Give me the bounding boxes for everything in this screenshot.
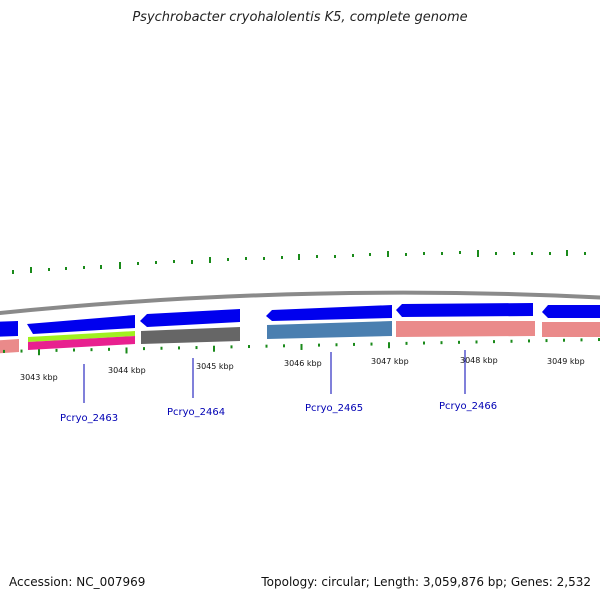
ruler-tick-label: 3049 kbp [547, 357, 585, 366]
gene-label[interactable]: Pcryo_2464 [167, 407, 225, 418]
topology-text: Topology: circular; Length: 3,059,876 bp… [261, 575, 591, 589]
feature-pink-right[interactable] [542, 322, 600, 337]
reverse-feature-track [0, 321, 600, 354]
gc-skew-track [12, 250, 586, 274]
ruler-tick-label: 3047 kbp [371, 357, 409, 366]
ruler-tick-label: 3046 kbp [284, 359, 322, 368]
gene-label[interactable]: Pcryo_2463 [60, 413, 118, 424]
feature-magenta[interactable] [28, 336, 135, 350]
cds-arrow-left[interactable] [27, 315, 135, 334]
map-title: Psychrobacter cryohalolentis K5, complet… [132, 10, 468, 25]
gene-label[interactable]: Pcryo_2465 [305, 403, 363, 414]
cds-pcryo-2465[interactable] [266, 305, 392, 321]
feature-gray[interactable] [141, 327, 240, 344]
ruler-tick-label: 3045 kbp [196, 362, 234, 371]
feature-lime[interactable] [28, 331, 135, 342]
feature-pink-middle[interactable] [396, 321, 535, 337]
cds-segment-left[interactable] [0, 321, 18, 337]
accession-text: Accession: NC_007969 [9, 575, 146, 589]
backbone-ring [0, 290, 600, 316]
ruler-tick-label: 3044 kbp [108, 366, 146, 375]
cds-segment-right[interactable] [542, 305, 600, 318]
position-ruler: 3043 kbp 3044 kbp 3045 kbp 3046 kbp 3047 kbp… [3, 338, 600, 382]
forward-cds-track [0, 303, 600, 337]
feature-steel-blue[interactable] [267, 321, 392, 339]
gene-label[interactable]: Pcryo_2466 [439, 401, 497, 412]
ruler-tick-label: 3043 kbp [20, 373, 58, 382]
ruler-tick-label: 3048 kbp [460, 356, 498, 365]
gene-labels: Pcryo_2463 Pcryo_2464 Pcryo_2465 Pcryo_2466 [60, 350, 497, 424]
feature-segment-left-pink[interactable] [0, 339, 19, 354]
cds-pcryo-2466[interactable] [396, 303, 533, 317]
cds-pcryo-2464[interactable] [140, 309, 240, 327]
